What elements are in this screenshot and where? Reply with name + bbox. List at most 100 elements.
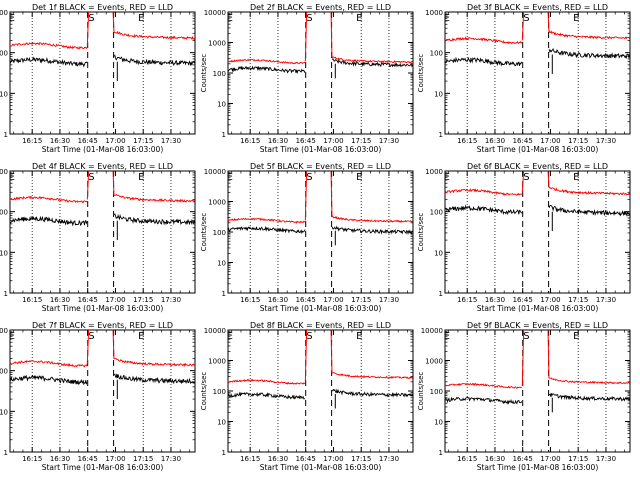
x-tick-label: 17:30 (161, 296, 181, 304)
marker-s: S (88, 13, 94, 24)
marker-e: E (138, 172, 144, 183)
lld-spike (304, 329, 308, 382)
lld-series-pre-saa (444, 36, 523, 45)
marker-e: E (444, 13, 450, 24)
x-axis-label: Start Time (01-Mar-08 16:03:00) (477, 304, 599, 313)
y-tick-label: 1 (222, 290, 226, 298)
x-tick-label: 16:45 (78, 296, 98, 304)
panel-3: Det 3f BLACK = Events, RED = LLD 1 10 100 10… (417, 3, 631, 154)
y-tick-label: 100 (213, 229, 226, 237)
x-tick-label: 16:15 (240, 455, 260, 463)
x-tick-label: 16:15 (22, 455, 42, 463)
y-tick-label: 1000 (425, 9, 443, 17)
panel-title: Det 1f BLACK = Events, RED = LLD (32, 3, 173, 12)
x-tick-label: 16:30 (268, 296, 288, 304)
events-series-pre-saa (9, 215, 88, 227)
x-tick-label: 16:45 (78, 455, 98, 463)
lld-series-post-saa (114, 358, 195, 368)
x-tick-label: 16:15 (22, 296, 42, 304)
x-tick-label: 17:00 (105, 296, 125, 304)
y-tick-label: 10 (217, 101, 226, 109)
marker-e: E (573, 331, 579, 342)
lld-series-pre-saa (444, 382, 523, 389)
x-tick-label: 17:30 (379, 137, 399, 145)
y-tick-label: 1000 (425, 358, 443, 366)
x-tick-label: 17:00 (323, 296, 343, 304)
lld-spike (330, 11, 333, 58)
x-tick-label: 17:00 (323, 137, 343, 145)
lld-series-post-saa (332, 215, 413, 224)
y-axis-label: Counts/sec (200, 213, 208, 252)
x-tick-label: 17:15 (133, 137, 153, 145)
marker-e: E (227, 172, 233, 183)
y-axis-label: Counts/sec (417, 372, 425, 411)
y-tick-label: 10 (434, 419, 443, 427)
x-tick-label: 17:00 (540, 296, 560, 304)
panel-8: Det 8f BLACK = Events, RED = LLD 1 10 100 10… (200, 321, 414, 472)
events-series-post-saa (548, 392, 630, 402)
x-tick-label: 16:45 (296, 455, 316, 463)
lld-series-post-saa (548, 187, 630, 196)
x-tick-label: 16:30 (50, 296, 70, 304)
marker-e: E (9, 172, 15, 183)
panel-4: Det 4f BLACK = Events, RED = LLD 1 10 100 10… (0, 162, 196, 313)
events-series-post-saa (113, 54, 195, 67)
x-axis-label: Start Time (01-Mar-08 16:03:00) (42, 463, 164, 472)
x-tick-label: 17:15 (133, 455, 153, 463)
y-tick-label: 1 (222, 449, 226, 457)
x-tick-label: 16:30 (485, 137, 505, 145)
lld-spike (86, 170, 90, 200)
y-tick-label: 10 (217, 260, 226, 268)
panel-title: Det 6f BLACK = Events, RED = LLD (467, 162, 608, 171)
marker-e: E (356, 172, 362, 183)
y-tick-label: 10000 (421, 327, 443, 335)
panel-6: Det 6f BLACK = Events, RED = LLD 1 10 100 10… (417, 162, 631, 313)
x-tick-label: 16:15 (457, 455, 477, 463)
panel-1: Det 1f BLACK = Events, RED = LLD 1 10 100 10… (0, 3, 196, 154)
lld-spike (521, 329, 525, 386)
x-tick-label: 17:30 (596, 137, 616, 145)
y-tick-label: 1 (222, 131, 226, 139)
events-series-pre-saa (9, 56, 88, 68)
y-axis-label: Counts/sec (200, 372, 208, 411)
y-tick-label: 10000 (204, 168, 226, 176)
marker-e: E (573, 172, 579, 183)
x-tick-label: 16:30 (485, 455, 505, 463)
y-tick-label: 100 (0, 50, 8, 58)
x-tick-label: 16:15 (457, 137, 477, 145)
events-series-pre-saa (9, 374, 88, 386)
marker-e: E (138, 331, 144, 342)
x-tick-label: 16:30 (50, 137, 70, 145)
x-tick-label: 17:30 (596, 296, 616, 304)
panel-2: Det 2f BLACK = Events, RED = LLD 1 10 100 10… (200, 3, 414, 154)
x-tick-label: 16:15 (457, 296, 477, 304)
lld-series-post-saa (113, 30, 195, 41)
y-tick-label: 10 (434, 90, 443, 98)
marker-s: S (523, 13, 529, 24)
lld-spike (521, 170, 525, 193)
panel-5: Det 5f BLACK = Events, RED = LLD 1 10 100 10… (200, 162, 414, 313)
marker-e: E (9, 13, 15, 24)
y-tick-label: 10000 (204, 9, 226, 17)
panel-9: Det 9f BLACK = Events, RED = LLD 1 10 100 10… (417, 321, 631, 472)
events-series-pre-saa (444, 396, 523, 405)
panel-title: Det 7f BLACK = Events, RED = LLD (32, 321, 173, 330)
marker-e: E (138, 13, 144, 24)
lld-spike (521, 11, 525, 41)
x-tick-label: 16:30 (50, 455, 70, 463)
y-tick-label: 1 (439, 449, 443, 457)
events-series-post-saa (331, 225, 413, 235)
plot-frame (9, 329, 196, 453)
lld-spike (547, 11, 550, 32)
x-axis-label: Start Time (01-Mar-08 16:03:00) (477, 463, 599, 472)
y-tick-label: 100 (430, 50, 443, 58)
events-series-pre-saa (444, 56, 523, 67)
y-axis-label: Counts/sec (200, 54, 208, 93)
panel-title: Det 5f BLACK = Events, RED = LLD (250, 162, 391, 171)
x-tick-label: 17:30 (379, 296, 399, 304)
marker-s: S (306, 13, 312, 24)
x-tick-label: 17:00 (540, 455, 560, 463)
marker-s: S (523, 172, 529, 183)
marker-s: S (523, 331, 529, 342)
y-axis-label: Counts/sec (417, 213, 425, 252)
